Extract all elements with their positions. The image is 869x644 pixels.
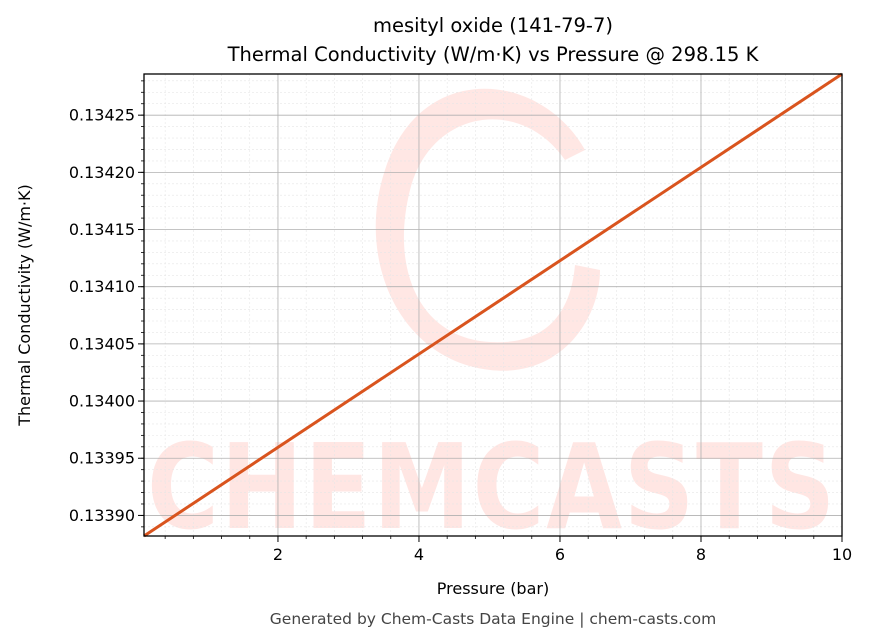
y-axis-ticks: 0.13390 0.13395 0.13400 0.13405 0.13410 0.134… bbox=[69, 80, 144, 528]
chart-title: mesityl oxide (141-79-7) bbox=[373, 14, 613, 37]
x-tick-label: 2 bbox=[273, 545, 283, 564]
watermark-text: CHEMCASTS bbox=[147, 418, 837, 556]
footer-credit: Generated by Chem-Casts Data Engine | ch… bbox=[270, 610, 716, 628]
y-tick-label: 0.13405 bbox=[69, 334, 135, 353]
x-axis-label: Pressure (bar) bbox=[437, 579, 549, 598]
minor-grid bbox=[144, 74, 842, 536]
x-axis-ticks: 2 4 6 8 10 bbox=[164, 536, 852, 564]
x-tick-label: 4 bbox=[414, 545, 424, 564]
y-tick-label: 0.13410 bbox=[69, 277, 135, 296]
y-axis-label: Thermal Conductivity (W/m·K) bbox=[15, 184, 34, 427]
y-tick-label: 0.13420 bbox=[69, 163, 135, 182]
x-tick-label: 8 bbox=[696, 545, 706, 564]
y-tick-label: 0.13415 bbox=[69, 220, 135, 239]
chart-subtitle: Thermal Conductivity (W/m·K) vs Pressure… bbox=[227, 43, 760, 66]
plot-frame bbox=[143, 73, 843, 537]
y-tick-label: 0.13425 bbox=[69, 106, 135, 125]
y-tick-label: 0.13390 bbox=[69, 506, 135, 525]
series-layer bbox=[143, 72, 843, 538]
y-tick-label: 0.13400 bbox=[69, 392, 135, 411]
y-tick-label: 0.13395 bbox=[69, 449, 135, 468]
x-tick-label: 10 bbox=[832, 545, 852, 564]
watermark: CHEMCASTS bbox=[147, 88, 837, 556]
series-line bbox=[143, 72, 843, 538]
x-tick-label: 6 bbox=[555, 545, 565, 564]
